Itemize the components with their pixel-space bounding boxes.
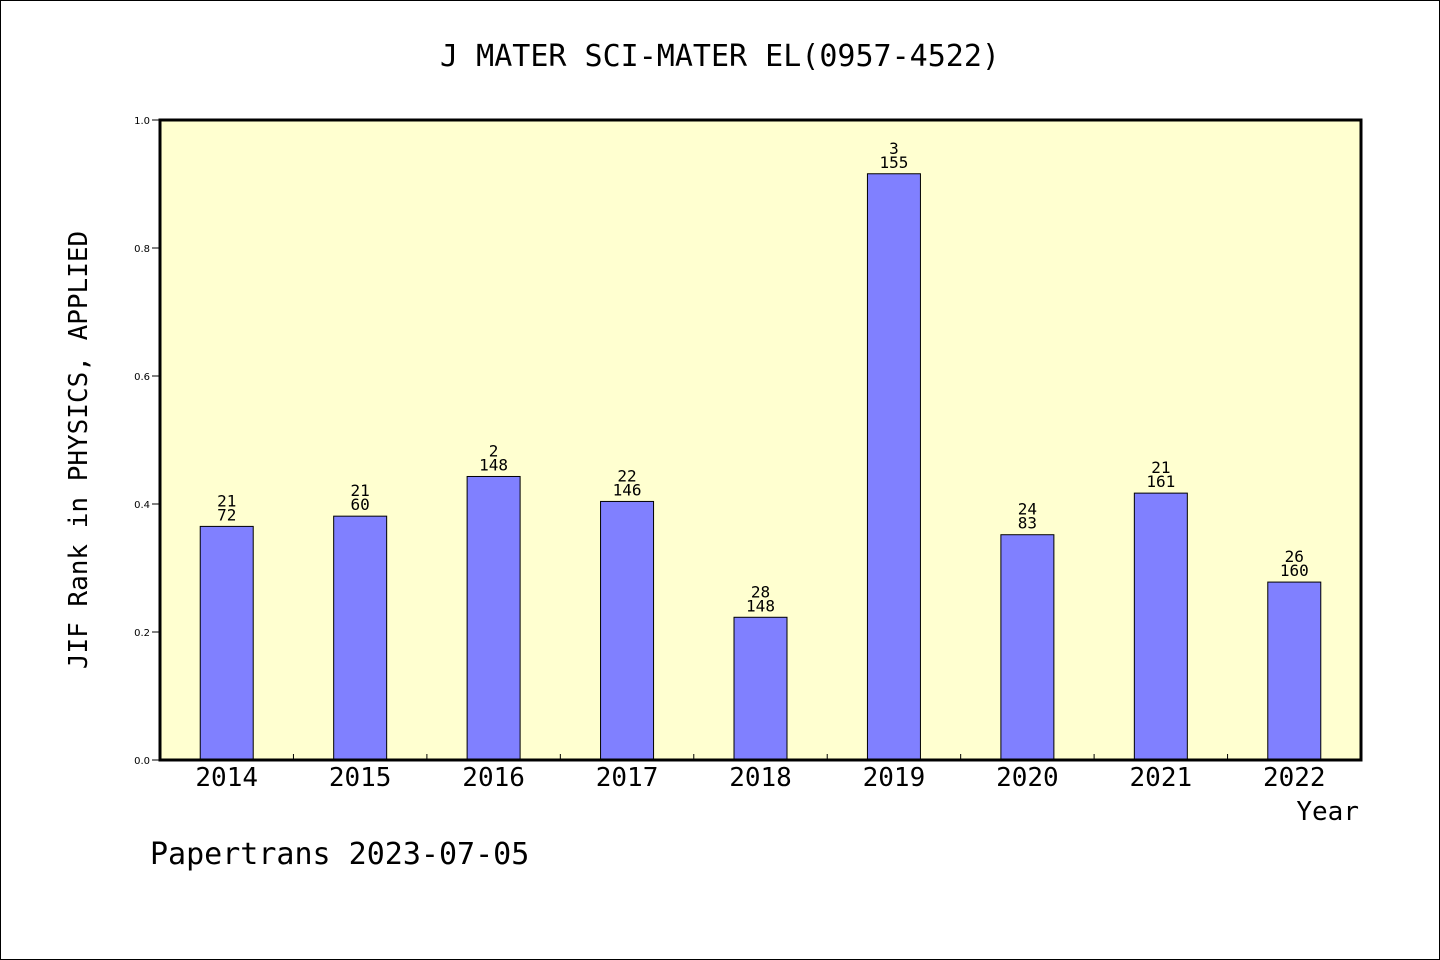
bar-label-rank: 21 (351, 481, 370, 500)
bar-label-total: 155 (879, 153, 908, 172)
bar-2021 (1133, 492, 1188, 761)
bar-2016 (466, 475, 521, 761)
x-tick-label: 2022 (1263, 763, 1326, 793)
x-axis-ticks: 2014 2015 2016 2017 2018 2019 2020 2021 2022 (195, 754, 1326, 793)
y-tick-label: 0.0 (134, 756, 150, 767)
bar-label-total: 60 (351, 495, 370, 514)
bar-2017 (600, 500, 655, 761)
x-tick-label: 2014 (195, 763, 258, 793)
bar-label-total: 148 (479, 455, 508, 474)
y-tick-label: 0.4 (134, 500, 150, 511)
x-axis-label: Year (1296, 797, 1359, 827)
x-tick-label: 2017 (596, 763, 659, 793)
y-tick-label: 0.2 (134, 628, 150, 639)
footer-text: Papertrans 2023-07-05 (150, 837, 529, 872)
y-tick-label: 0.8 (134, 244, 150, 255)
bar-label-rank: 21 (217, 491, 236, 510)
y-tick-label: 1.0 (134, 116, 150, 127)
bar-label-rank: 28 (751, 582, 770, 601)
bar-label-total: 160 (1280, 561, 1309, 580)
y-axis-label: JIF Rank in PHYSICS, APPLIED (64, 231, 94, 669)
bar-2020 (1000, 534, 1055, 761)
bar-label-rank: 21 (1151, 458, 1170, 477)
bar-label-rank: 26 (1285, 547, 1304, 566)
bar-2019 (866, 173, 921, 761)
chart-title: J MATER SCI-MATER EL(0957-4522) (440, 39, 1000, 74)
bar-label-total: 161 (1146, 472, 1175, 491)
bar-label-total: 83 (1018, 514, 1037, 533)
plot-border (158, 118, 1363, 762)
x-tick-label: 2020 (996, 763, 1059, 793)
y-axis-ticks: 0.0 0.2 0.4 0.6 0.8 1.0 (134, 116, 160, 767)
bar-label-total: 148 (746, 596, 775, 615)
x-tick-label: 2019 (863, 763, 926, 793)
bar-label-total: 72 (217, 505, 236, 524)
bar-label-rank: 2 (489, 441, 499, 460)
x-tick-label: 2015 (329, 763, 392, 793)
bar-2018 (733, 616, 788, 761)
bar-2015 (333, 515, 388, 761)
bar-2014 (199, 525, 254, 761)
y-tick-label: 0.6 (134, 372, 150, 383)
x-tick-label: 2018 (729, 763, 792, 793)
x-tick-label: 2021 (1130, 763, 1193, 793)
bar-label-rank: 22 (617, 466, 636, 485)
bar-label-rank: 3 (889, 139, 899, 158)
bar-label-total: 146 (613, 480, 642, 499)
bar-label-rank: 24 (1018, 500, 1037, 519)
x-tick-label: 2016 (462, 763, 525, 793)
bar-2022 (1267, 581, 1322, 761)
